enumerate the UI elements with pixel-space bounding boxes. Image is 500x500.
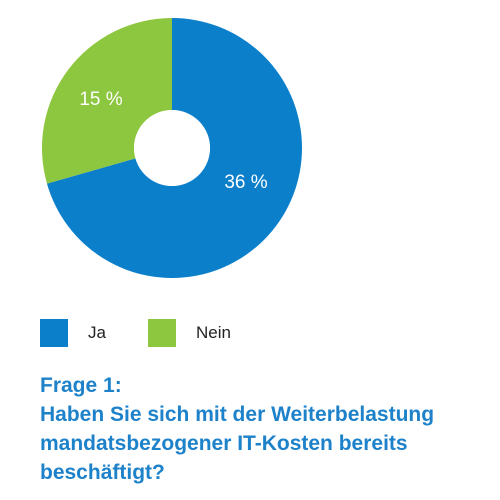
donut-slices bbox=[41, 18, 303, 278]
donut-slice-nein bbox=[41, 18, 172, 184]
slice-label-ja: 36 % bbox=[224, 172, 267, 193]
question-line: mandatsbezogener IT-Kosten bereits bbox=[40, 432, 408, 455]
legend-item-ja: Ja bbox=[40, 319, 106, 347]
legend-swatch-nein bbox=[148, 319, 176, 347]
question-line: beschäftigt? bbox=[40, 461, 165, 484]
question-number: Frage 1: bbox=[40, 374, 122, 397]
legend-label-nein: Nein bbox=[196, 323, 231, 342]
legend-swatch-ja bbox=[40, 319, 68, 347]
question-line: Haben Sie sich mit der Weiterbelastung bbox=[40, 403, 435, 426]
donut-slice-ja bbox=[46, 18, 303, 278]
slice-label-nein: 15 % bbox=[79, 89, 122, 110]
legend-label-ja: Ja bbox=[88, 323, 106, 342]
donut-chart: 36 % 15 % bbox=[41, 18, 303, 278]
legend-item-nein: Nein bbox=[148, 319, 231, 347]
donut-hole bbox=[134, 110, 210, 186]
question-text: Frage 1: Haben Sie sich mit der Weiterbe… bbox=[40, 371, 480, 487]
